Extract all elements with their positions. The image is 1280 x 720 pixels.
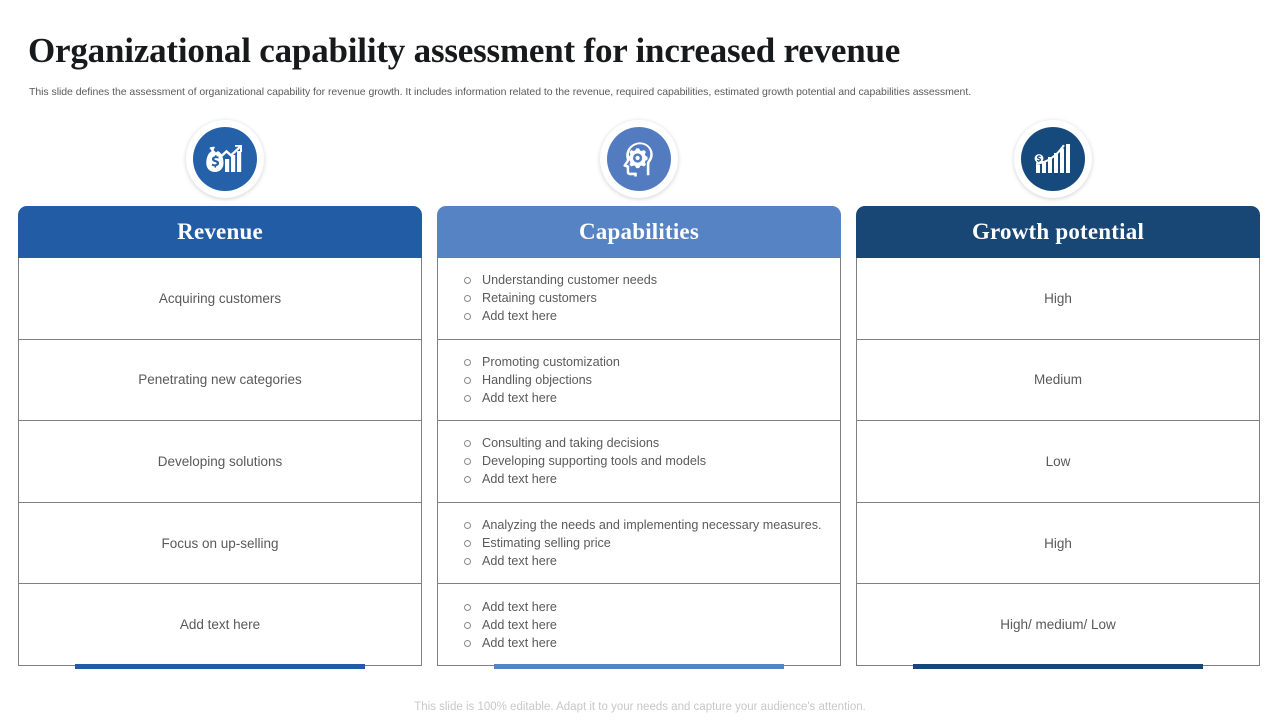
list-item: Consulting and taking decisions [460, 434, 840, 452]
table-row[interactable]: Promoting customization Handling objecti… [438, 340, 840, 422]
icon-slot-revenue [18, 118, 432, 200]
column-header-capabilities: Capabilities [437, 206, 841, 258]
money-growth-chart-icon [193, 127, 257, 191]
table-row[interactable]: Consulting and taking decisions Developi… [438, 421, 840, 503]
list-item: Add text here [460, 616, 840, 634]
icon-slot-capabilities [432, 118, 846, 200]
list-item: Add text here [460, 470, 840, 488]
page-subtitle: This slide defines the assessment of org… [29, 86, 972, 98]
column-header-revenue: Revenue [18, 206, 422, 258]
list-item: Add text here [460, 634, 840, 652]
list-item: Developing supporting tools and models [460, 452, 840, 470]
table-row[interactable]: High/ medium/ Low [1000, 617, 1116, 633]
page-title: Organizational capability assessment for… [28, 31, 901, 70]
table-row[interactable]: Add text here [179, 617, 261, 633]
icon-badge-revenue [186, 120, 264, 198]
list-item: Add text here [460, 552, 840, 570]
column-body-capabilities: Understanding customer needs Retaining c… [437, 258, 841, 666]
table-row[interactable]: Low [857, 421, 1259, 503]
list-item: Add text here [460, 598, 840, 616]
accent-bar-revenue [75, 664, 365, 669]
list-item: Promoting customization [460, 353, 840, 371]
ascending-bar-chart-icon [1021, 127, 1085, 191]
accent-bar-growth-potential [913, 664, 1203, 669]
footer-note: This slide is 100% editable. Adapt it to… [414, 701, 866, 713]
head-with-gear-icon [607, 127, 671, 191]
table-row[interactable]: Understanding customer needs Retaining c… [438, 258, 840, 340]
icon-badge-growth [1014, 120, 1092, 198]
table-row[interactable]: High [857, 258, 1259, 340]
list-item: Add text here [460, 307, 840, 325]
list-item: Retaining customers [460, 289, 840, 307]
table-row[interactable]: Analyzing the needs and implementing nec… [438, 503, 840, 585]
column-growth-potential: Growth potential High Medium Low High Hi… [856, 206, 1260, 669]
icon-badge-capabilities [600, 120, 678, 198]
list-item: Add text here [460, 389, 840, 407]
accent-bar-capabilities [494, 664, 784, 669]
bullet-list: Analyzing the needs and implementing nec… [460, 516, 840, 570]
column-revenue: Revenue Acquiring customers Penetrating … [18, 206, 422, 669]
list-item: Understanding customer needs [460, 271, 840, 289]
list-item: Handling objections [460, 371, 840, 389]
bullet-list: Consulting and taking decisions Developi… [460, 434, 840, 488]
table-row[interactable]: Penetrating new categories [19, 340, 421, 422]
bullet-list: Promoting customization Handling objecti… [460, 353, 840, 407]
bullet-list: Add text here Add text here Add text her… [460, 598, 840, 652]
assessment-table: Revenue Acquiring customers Penetrating … [18, 206, 1260, 669]
column-body-growth-potential: High Medium Low High High/ medium/ Low [856, 258, 1260, 666]
icon-badge-row [18, 118, 1260, 200]
list-item: Analyzing the needs and implementing nec… [460, 516, 840, 534]
table-row[interactable]: Focus on up-selling [19, 503, 421, 585]
column-capabilities: Capabilities Understanding customer need… [437, 206, 841, 669]
table-row[interactable]: Acquiring customers [19, 258, 421, 340]
column-header-growth-potential: Growth potential [856, 206, 1260, 258]
table-row[interactable]: Medium [857, 340, 1259, 422]
list-item: Estimating selling price [460, 534, 840, 552]
icon-slot-growth [846, 118, 1260, 200]
table-row[interactable]: High [857, 503, 1259, 585]
column-body-revenue: Acquiring customers Penetrating new cate… [18, 258, 422, 666]
bullet-list: Understanding customer needs Retaining c… [460, 271, 840, 325]
table-row[interactable]: Developing solutions [19, 421, 421, 503]
table-row[interactable]: Add text here Add text here Add text her… [438, 584, 840, 665]
